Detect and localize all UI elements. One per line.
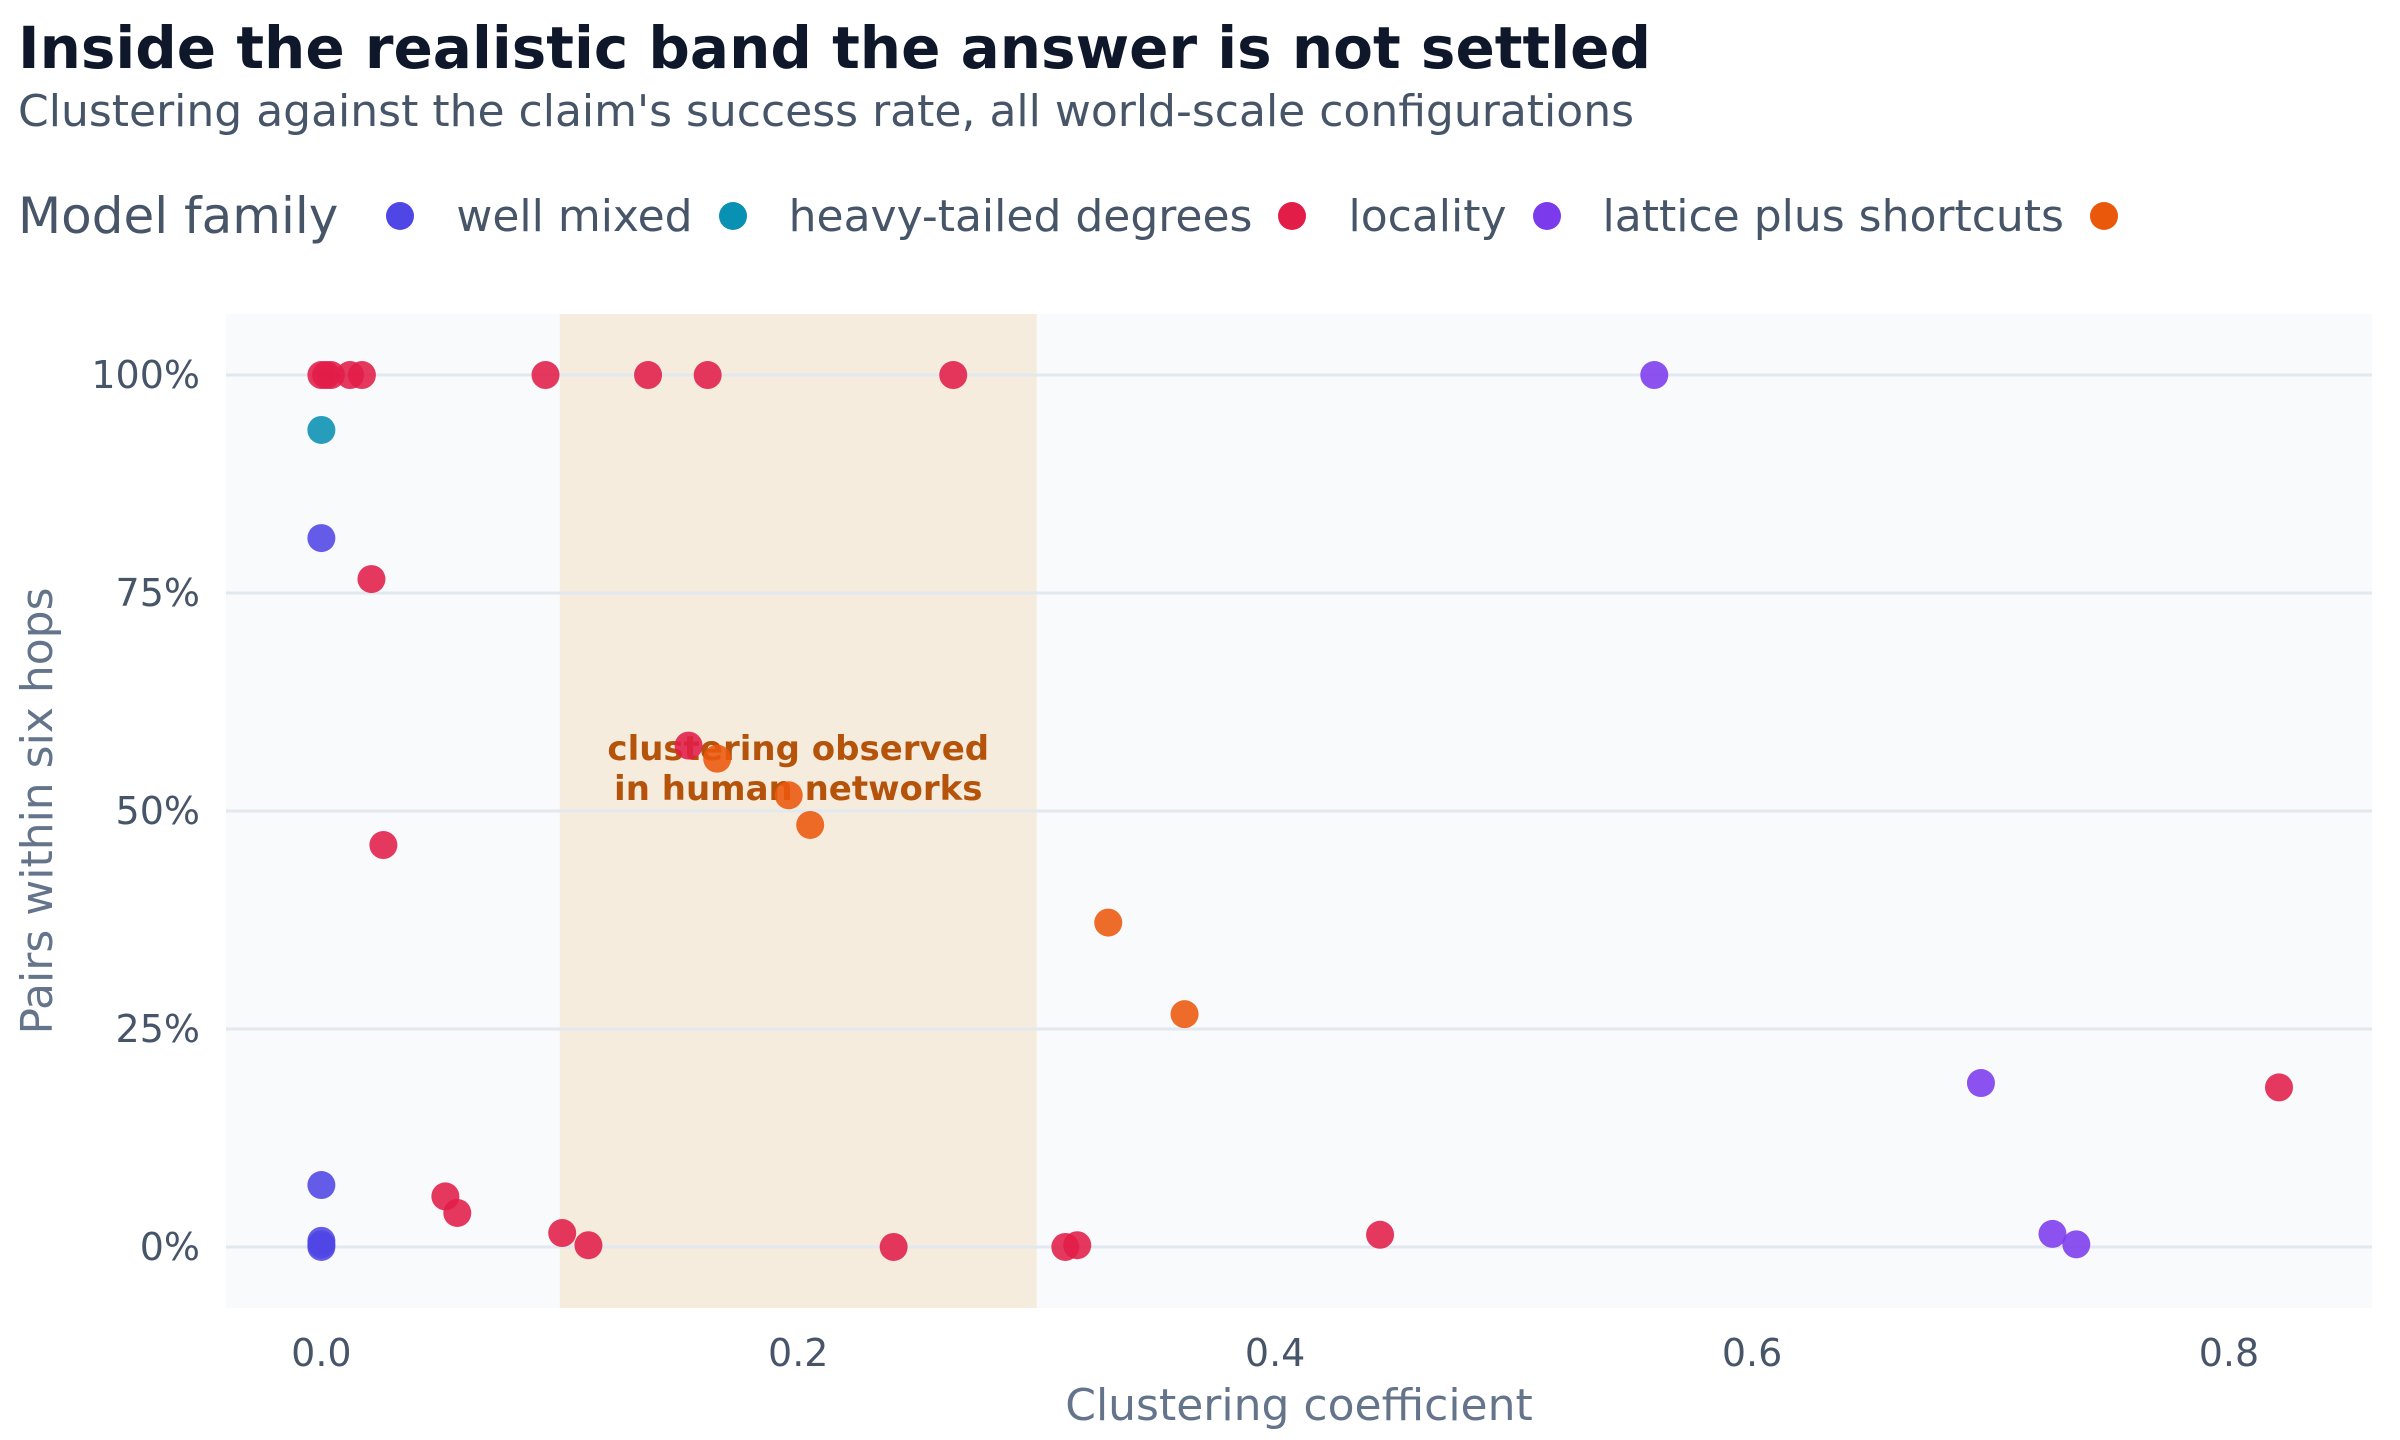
data-points <box>307 361 2294 1261</box>
legend: Model family well mixed heavy-tailed degr… <box>18 186 2400 246</box>
data-point <box>574 1231 603 1260</box>
data-point <box>1170 1000 1199 1029</box>
data-point <box>307 415 336 444</box>
legend-swatch <box>2089 202 2118 230</box>
data-point <box>796 810 825 839</box>
legend-swatch <box>718 202 747 230</box>
x-tick-label: 0.8 <box>2199 1331 2259 1375</box>
x-tick-label: 0.6 <box>1722 1331 1782 1375</box>
data-point <box>1640 361 1669 390</box>
band-label-line: clustering observed <box>607 729 989 769</box>
data-point <box>307 1232 336 1261</box>
legend-swatch <box>386 202 415 230</box>
chart-title: Inside the realistic band the answer is … <box>18 14 1651 82</box>
x-tick-label: 0.2 <box>768 1331 828 1375</box>
x-axis-label: Clustering coefficient <box>1065 1380 1533 1431</box>
data-point <box>939 361 968 390</box>
legend-swatch <box>1278 202 1307 230</box>
data-point <box>1966 1069 1995 1098</box>
data-point <box>307 1171 336 1200</box>
data-point <box>1366 1220 1395 1249</box>
legend-item: locality <box>1278 190 1507 242</box>
y-axis-ticks: 0% 25% 50% 75% 100% <box>91 353 200 1269</box>
data-point <box>634 361 663 390</box>
y-axis-label: Pairs within six hops <box>12 587 63 1034</box>
data-point <box>2265 1073 2294 1102</box>
y-tick-label: 75% <box>116 571 200 615</box>
y-tick-label: 50% <box>116 789 200 833</box>
legend-label: lattice plus shortcuts <box>1602 190 2064 242</box>
data-point <box>1063 1231 1092 1260</box>
y-tick-label: 100% <box>91 353 200 397</box>
data-point <box>1094 908 1123 937</box>
legend-label: heavy-tailed degrees <box>788 190 1253 242</box>
legend-item: heavy-tailed degrees <box>718 190 1253 242</box>
x-axis-ticks: 0.0 0.2 0.4 0.6 0.8 <box>291 1331 2259 1375</box>
data-point <box>531 361 560 390</box>
legend-swatch <box>1532 202 1561 230</box>
data-point <box>307 524 336 553</box>
chart-subtitle: Clustering against the claim's success r… <box>18 86 1635 137</box>
y-tick-label: 25% <box>116 1007 200 1051</box>
data-point <box>774 781 803 810</box>
data-point <box>703 744 732 773</box>
legend-label: well mixed <box>456 190 693 242</box>
data-point <box>347 361 376 390</box>
data-point <box>357 565 386 594</box>
x-tick-label: 0.0 <box>291 1331 351 1375</box>
data-point <box>2062 1230 2091 1259</box>
data-point <box>674 731 703 760</box>
legend-item <box>2089 202 2160 230</box>
data-point <box>369 831 398 860</box>
data-point <box>693 361 722 390</box>
legend-item: well mixed <box>386 190 693 242</box>
legend-title: Model family <box>18 187 339 245</box>
data-point <box>548 1219 577 1248</box>
legend-item: lattice plus shortcuts <box>1532 190 2064 242</box>
data-point <box>879 1232 908 1261</box>
legend-label: locality <box>1348 190 1507 242</box>
x-tick-label: 0.4 <box>1245 1331 1305 1375</box>
data-point <box>443 1198 472 1227</box>
y-tick-label: 0% <box>140 1225 200 1269</box>
data-point <box>2038 1219 2067 1248</box>
